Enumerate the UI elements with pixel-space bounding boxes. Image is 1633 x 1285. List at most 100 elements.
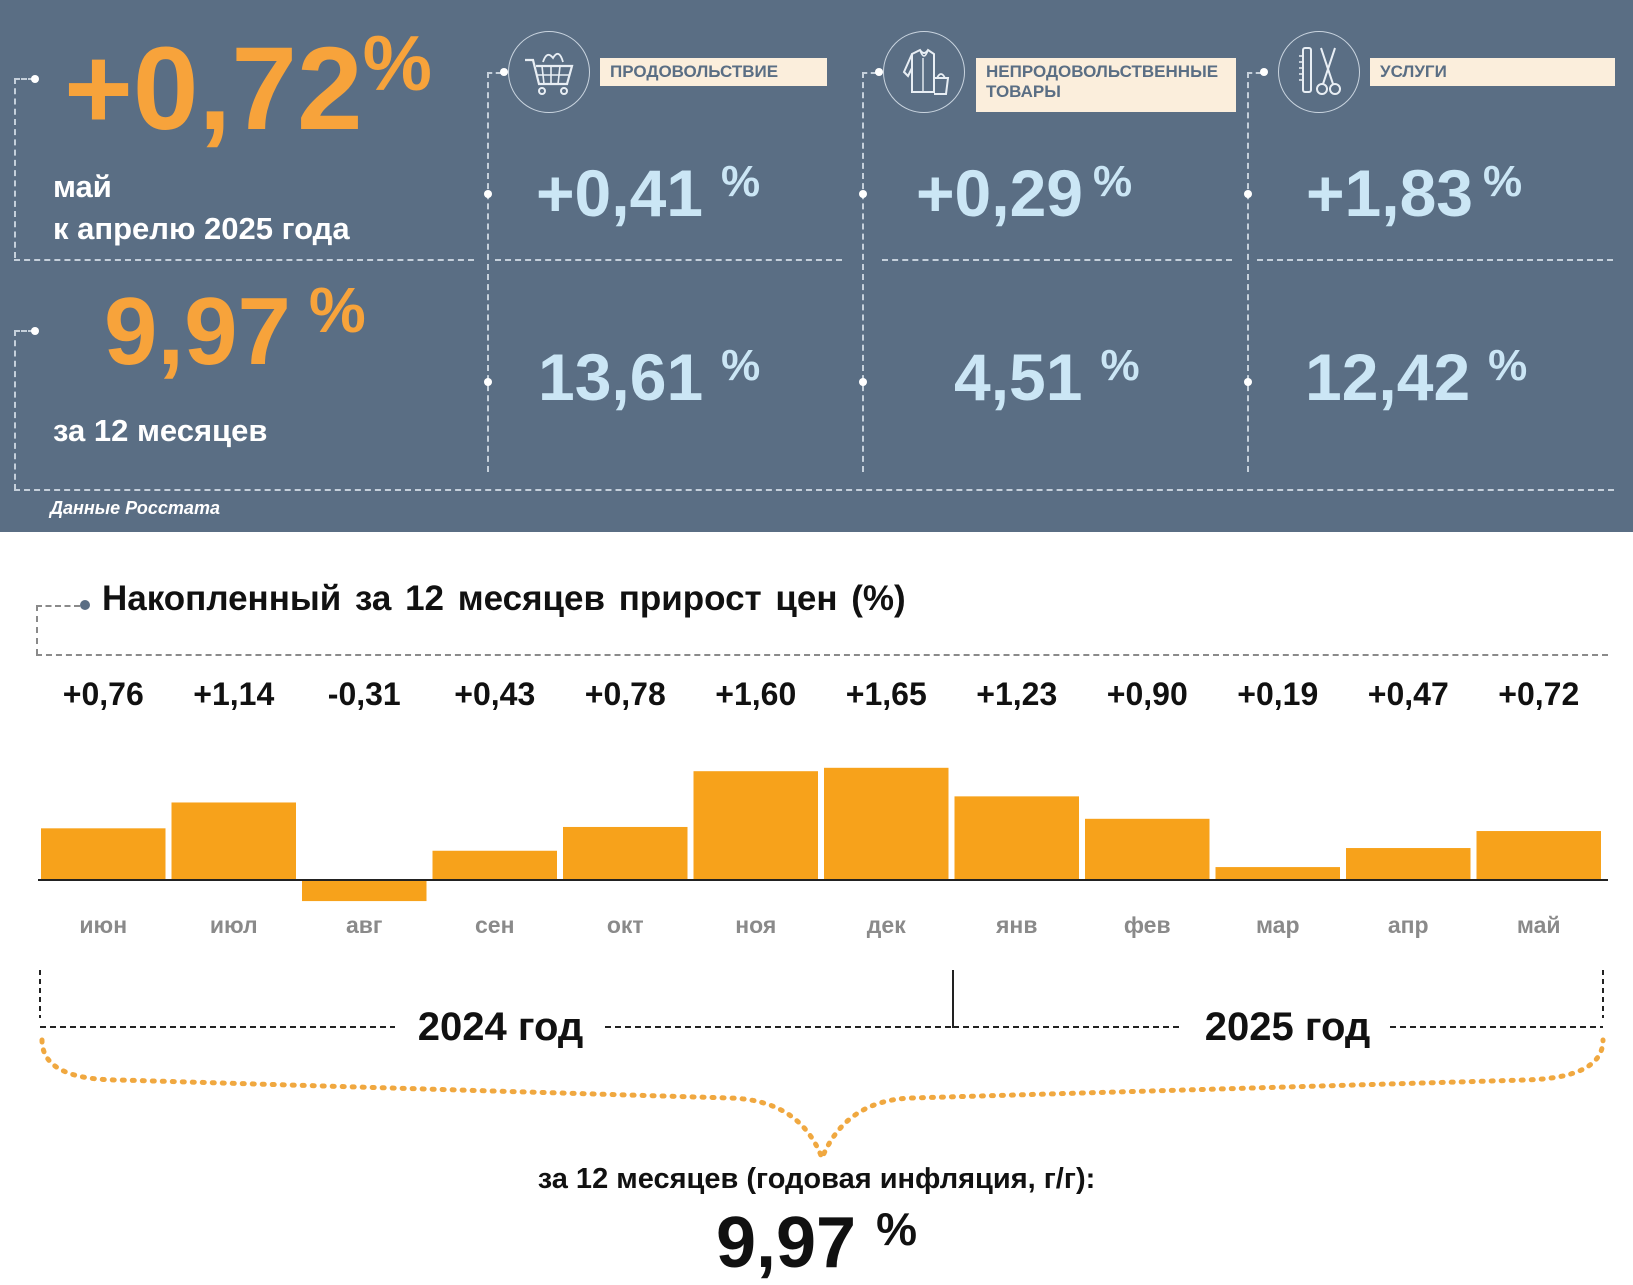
month-label-янв: янв (996, 912, 1038, 938)
summary-total-unit: % (876, 1203, 918, 1255)
annual-total-value: 9,97 (104, 278, 291, 385)
bar-май (1476, 831, 1601, 880)
year-brackets (39, 970, 1606, 1160)
data-source: Данные Росстата (50, 498, 220, 518)
category-label-nonfood: НЕПРОДОВОЛЬСТВЕННЫЕ ТОВАРЫ (976, 58, 1236, 112)
frame-line (1257, 259, 1613, 261)
category-food-monthly-value: +0,41 (536, 156, 703, 230)
monthly-caption-line1: май (53, 169, 112, 204)
category-nonfood-annual: 4,51% (954, 341, 1140, 411)
bar-мар (1215, 867, 1340, 880)
value-label-фев: +0,90 (1106, 676, 1188, 712)
category-services-annual-unit: % (1488, 341, 1528, 390)
category-label-services-line1: УСЛУГИ (1380, 62, 1447, 81)
category-nonfood-annual-value: 4,51 (954, 340, 1083, 414)
category-food-annual-value: 13,61 (538, 340, 704, 414)
annual-caption: за 12 месяцев (53, 413, 268, 448)
monthly-total-unit: % (362, 19, 432, 107)
month-label-мар: мар (1255, 912, 1300, 938)
bar-chart (38, 767, 1608, 902)
frame-line (487, 72, 489, 472)
month-label-май: май (1516, 912, 1561, 938)
bullet-dot (1244, 190, 1252, 198)
month-label-апр: апр (1387, 912, 1429, 938)
category-nonfood-monthly-unit: % (1093, 157, 1133, 206)
value-label-окт: +0,78 (584, 676, 666, 712)
summary-total: 9,97% (0, 1202, 1633, 1284)
month-label-июл: июл (209, 912, 258, 938)
frame-line (862, 72, 864, 472)
frame-line (487, 72, 501, 74)
chart-title-bracket (36, 605, 96, 655)
month-label-окт: окт (606, 912, 644, 938)
category-label-nonfood-line2: ТОВАРЫ (986, 82, 1061, 101)
bar-фев (1085, 818, 1210, 880)
month-label-ноя: ноя (735, 912, 777, 938)
value-label-авг: -0,31 (327, 676, 401, 712)
category-nonfood-annual-unit: % (1100, 341, 1140, 390)
month-label-июн: июн (79, 912, 128, 938)
monthly-total-value: +0,72 (64, 23, 363, 155)
bullet-dot (875, 68, 883, 76)
summary-caption: за 12 месяцев (годовая инфляция, г/г): (537, 1163, 1096, 1195)
category-services-monthly-value: +1,83 (1306, 156, 1473, 230)
bullet-dot (1260, 68, 1268, 76)
category-label-nonfood-line1: НЕПРОДОВОЛЬСТВЕННЫЕ (986, 62, 1219, 81)
value-label-дек: +1,65 (845, 676, 927, 712)
bar-янв (954, 796, 1079, 880)
bar-июн (41, 828, 166, 880)
chart-title-bullet (80, 600, 90, 610)
bar-июл (171, 802, 296, 880)
category-food-annual: 13,61% (538, 341, 761, 411)
category-food-annual-unit: % (721, 341, 761, 390)
frame-line (14, 78, 16, 258)
monthly-total: +0,72% (64, 24, 432, 148)
category-label-food-line1: ПРОДОВОЛЬСТВИЕ (610, 62, 779, 81)
category-food-monthly-unit: % (721, 157, 761, 206)
bar-ноя (693, 771, 818, 880)
year-label-2024: 2024 год (417, 1005, 584, 1049)
value-label-сен: +0,43 (454, 676, 536, 712)
frame-line (882, 259, 1232, 261)
category-services-annual-value: 12,42 (1305, 340, 1471, 414)
bar-дек (824, 767, 949, 880)
frame-line (1247, 72, 1261, 74)
value-label-ноя: +1,60 (715, 676, 797, 712)
bullet-dot (500, 68, 508, 76)
frame-line (862, 72, 876, 74)
annual-total: 9,97% (104, 278, 366, 380)
value-label-апр: +0,47 (1367, 676, 1449, 712)
summary-total-value: 9,97 (715, 1203, 857, 1283)
chart-title-underline (36, 654, 1608, 656)
bullet-dot (484, 378, 492, 386)
chart-title: Накопленный за 12 месяцев прирост цен (%… (102, 579, 906, 618)
category-nonfood-monthly: +0,29% (916, 157, 1133, 227)
bullet-dot (859, 190, 867, 198)
value-label-июл: +1,14 (193, 676, 275, 712)
scissors-comb-icon (1278, 31, 1360, 113)
month-label-авг: авг (345, 912, 383, 938)
category-nonfood-monthly-value: +0,29 (916, 156, 1083, 230)
annual-total-unit: % (308, 274, 366, 346)
shopping-cart-icon (508, 31, 590, 113)
monthly-caption-line2: к апрелю 2025 года (53, 211, 350, 246)
value-label-янв: +1,23 (976, 676, 1058, 712)
bullet-dot (31, 75, 39, 83)
category-services-annual: 12,42% (1305, 341, 1528, 411)
frame-line (14, 330, 16, 490)
frame-line (14, 259, 474, 261)
category-label-services: УСЛУГИ (1370, 58, 1615, 86)
category-food-monthly: +0,41% (536, 157, 761, 227)
summary-brace (39, 1037, 1606, 1160)
frame-line (14, 489, 1614, 491)
bar-апр (1346, 848, 1471, 880)
frame-line (14, 78, 34, 80)
month-label-фев: фев (1123, 912, 1171, 938)
bar-авг (302, 880, 427, 902)
month-label-сен: сен (475, 912, 515, 938)
bar-окт (563, 826, 688, 880)
inflation-panel: +0,72% май к апрелю 2025 года 9,97% за 1… (0, 0, 1633, 532)
value-label-июн: +0,76 (62, 676, 144, 712)
category-services-monthly-unit: % (1483, 157, 1523, 206)
frame-line (1247, 72, 1249, 472)
